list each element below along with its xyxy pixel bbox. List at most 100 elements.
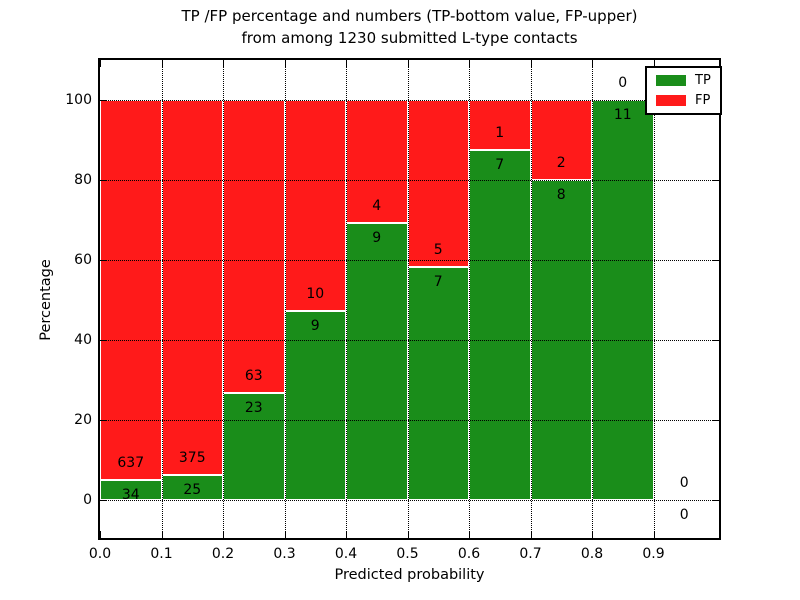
- tick-x-bottom-8: [592, 531, 593, 538]
- tick-label-x-0: 0.0: [88, 546, 112, 562]
- bar-label-fp-2: 63: [244, 368, 263, 385]
- bar-segment-fp-4: [346, 100, 408, 224]
- tick-label-x-5: 0.5: [396, 546, 419, 562]
- tick-label-y-1: 20: [74, 412, 92, 428]
- bar-label-fp-8: 0: [618, 75, 628, 91]
- tick-label-x-9: 0.9: [642, 546, 665, 562]
- tick-label-x-4: 0.4: [334, 546, 358, 562]
- grid-line-v-4: [346, 60, 347, 538]
- tick-x-bottom-5: [407, 531, 409, 538]
- tick-y-left-3: [100, 260, 107, 261]
- bar-segment-tp-5: [407, 266, 469, 500]
- bar-label-tp-2: 23: [244, 400, 263, 417]
- grid-line-v-8: [592, 60, 593, 538]
- y-axis-label: Percentage: [38, 259, 54, 341]
- tick-x-bottom-7: [530, 531, 532, 538]
- bar-segment-tp-0: [100, 479, 162, 500]
- bar-segment-tp-1: [161, 475, 223, 500]
- grid-line-h-2: [100, 340, 719, 341]
- grid-line-v-6: [469, 60, 470, 538]
- bar-label-fp-9: 0: [679, 475, 689, 491]
- bar-label-tp-4: 9: [372, 230, 382, 247]
- tick-label-x-1: 0.1: [150, 546, 173, 562]
- grid-line-h-4: [100, 180, 719, 181]
- chart-title: TP /FP percentage and numbers (TP-bottom…: [100, 5, 719, 49]
- tick-y-right-2: [712, 340, 719, 341]
- tick-y-right-3: [712, 260, 719, 261]
- chart-title-line1: TP /FP percentage and numbers (TP-bottom…: [181, 7, 638, 25]
- plot-area: 0.0 0.1 0.2 0.3 0.4 0.5 0.6 0.7 0.8 0.9 0 20 40 60 80 1…: [65, 58, 722, 562]
- tick-x-top-0: [100, 60, 101, 67]
- chart-title-line2: from among 1230 submitted L-type contact…: [241, 29, 578, 47]
- bar-label-fp-6: 1: [495, 125, 505, 141]
- bar-label-tp-9: 0: [679, 507, 689, 523]
- tick-label-x-8: 0.8: [580, 546, 604, 562]
- grid-line-v-9: [653, 60, 655, 538]
- grid-line-v-7: [530, 60, 532, 538]
- tick-label-x-2: 0.2: [211, 546, 235, 562]
- tick-x-bottom-6: [469, 531, 470, 538]
- bar-segment-tp-2: [223, 393, 285, 500]
- bar-label-fp-3: 10: [306, 285, 325, 302]
- legend-box: TP FP: [645, 66, 722, 115]
- tick-x-top-3: [284, 60, 286, 67]
- tick-y-right-1: [712, 420, 719, 421]
- tick-y-left-1: [100, 420, 107, 421]
- tick-x-top-7: [530, 60, 532, 67]
- legend-item-fp: FP: [656, 94, 711, 107]
- tick-x-bottom-1: [161, 531, 163, 538]
- bar-segment-tp-6: [469, 150, 531, 500]
- legend-label-tp: TP: [695, 73, 711, 88]
- grid-line-h-0: [100, 500, 719, 501]
- bar-label-tp-0: 34: [121, 486, 140, 503]
- bar-label-fp-1: 375: [178, 450, 206, 466]
- grid-line-h-3: [100, 260, 719, 261]
- bar-label-fp-7: 2: [556, 155, 566, 171]
- bar-segment-fp-7: [530, 100, 592, 180]
- bar-segment-tp-4: [346, 223, 408, 500]
- bar-label-fp-4: 4: [372, 198, 382, 215]
- tick-label-y-3: 60: [74, 252, 92, 268]
- bar-label-tp-8: 11: [613, 107, 632, 123]
- bar-label-tp-6: 7: [495, 157, 505, 173]
- tick-x-bottom-4: [346, 531, 347, 538]
- tick-x-top-8: [592, 60, 593, 67]
- bar-label-tp-3: 9: [310, 317, 320, 334]
- tick-label-y-2: 40: [74, 332, 92, 348]
- bar-label-fp-0: 637: [117, 454, 145, 471]
- grid-line-h-5: [100, 100, 719, 101]
- tick-x-top-9: [653, 60, 655, 67]
- tick-y-left-4: [100, 180, 107, 181]
- tick-label-y-4: 80: [74, 172, 92, 188]
- x-axis-label: Predicted probability: [334, 567, 485, 583]
- bar-label-tp-1: 25: [183, 482, 202, 498]
- tick-y-right-0: [712, 500, 719, 501]
- tick-label-x-3: 0.3: [273, 546, 296, 562]
- grid-line-h-1: [100, 420, 719, 421]
- bar-label-fp-5: 5: [433, 241, 443, 258]
- tick-label-y-0: 0: [83, 492, 92, 508]
- tick-label-y-5: 100: [65, 92, 92, 108]
- tick-label-x-7: 0.7: [519, 546, 542, 562]
- grid-line-v-1: [161, 60, 163, 538]
- tick-y-right-4: [712, 180, 719, 181]
- tick-y-left-5: [100, 100, 107, 101]
- tick-x-top-5: [407, 60, 409, 67]
- tick-x-top-1: [161, 60, 163, 67]
- tick-x-bottom-0: [100, 531, 101, 538]
- bar-segment-fp-0: [100, 100, 162, 480]
- bar-segment-tp-8: [592, 100, 654, 500]
- tick-x-top-6: [469, 60, 470, 67]
- tick-x-bottom-3: [284, 531, 286, 538]
- bar-label-tp-7: 8: [556, 187, 566, 203]
- tick-x-top-4: [346, 60, 347, 67]
- legend-swatch-tp-icon: [656, 75, 686, 86]
- bar-segment-fp-3: [284, 100, 346, 311]
- tick-x-bottom-2: [223, 531, 224, 538]
- grid-line-v-3: [284, 60, 286, 538]
- tick-x-bottom-9: [653, 531, 655, 538]
- grid-line-v-5: [407, 60, 409, 538]
- tick-y-left-0: [100, 500, 107, 501]
- grid-line-v-2: [223, 60, 224, 538]
